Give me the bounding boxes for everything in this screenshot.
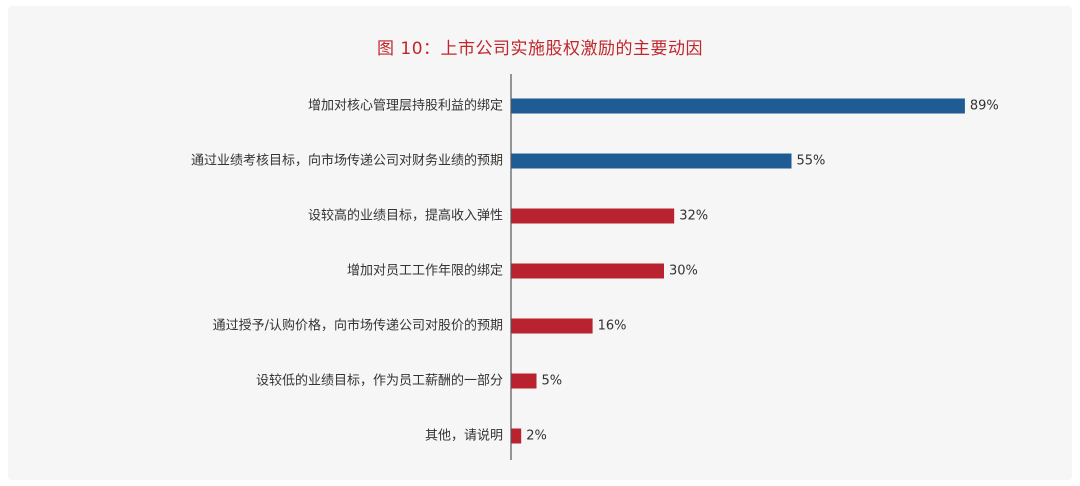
bar-2 xyxy=(511,153,792,169)
value-label-7: 2% xyxy=(526,429,547,444)
category-label-3: 设较高的业绩目标，提高收入弹性 xyxy=(308,208,503,224)
category-label-5: 通过授予/认购价格，向市场传递公司对股价的预期 xyxy=(213,318,503,334)
value-label-5: 16% xyxy=(598,319,627,334)
category-label-1: 增加对核心管理层持股利益的绑定 xyxy=(308,98,503,114)
category-label-6: 设较低的业绩目标，作为员工薪酬的一部分 xyxy=(256,373,503,389)
value-label-3: 32% xyxy=(679,209,708,224)
value-label-1: 89% xyxy=(970,99,999,114)
value-label-4: 30% xyxy=(669,264,698,279)
bar-6 xyxy=(511,373,537,389)
value-label-6: 5% xyxy=(542,374,563,389)
bar-5 xyxy=(511,318,593,334)
category-label-7: 其他，请说明 xyxy=(425,429,503,444)
bar-4 xyxy=(511,263,664,279)
bar-3 xyxy=(511,208,675,224)
chart-background xyxy=(8,6,1072,480)
bar-1 xyxy=(511,98,965,114)
category-label-2: 通过业绩考核目标，向市场传递公司对财务业绩的预期 xyxy=(191,153,503,169)
value-label-2: 55% xyxy=(797,154,826,169)
bars-group xyxy=(511,98,965,444)
category-labels-group: 增加对核心管理层持股利益的绑定通过业绩考核目标，向市场传递公司对财务业绩的预期设… xyxy=(191,98,503,444)
chart-title: 图 10：上市公司实施股权激励的主要动因 xyxy=(376,39,704,59)
bar-7 xyxy=(511,428,522,444)
value-labels-group: 89% 55% 32% 30% 16% 5% 2% xyxy=(526,99,999,444)
category-label-4: 增加对员工工作年限的绑定 xyxy=(347,263,503,279)
